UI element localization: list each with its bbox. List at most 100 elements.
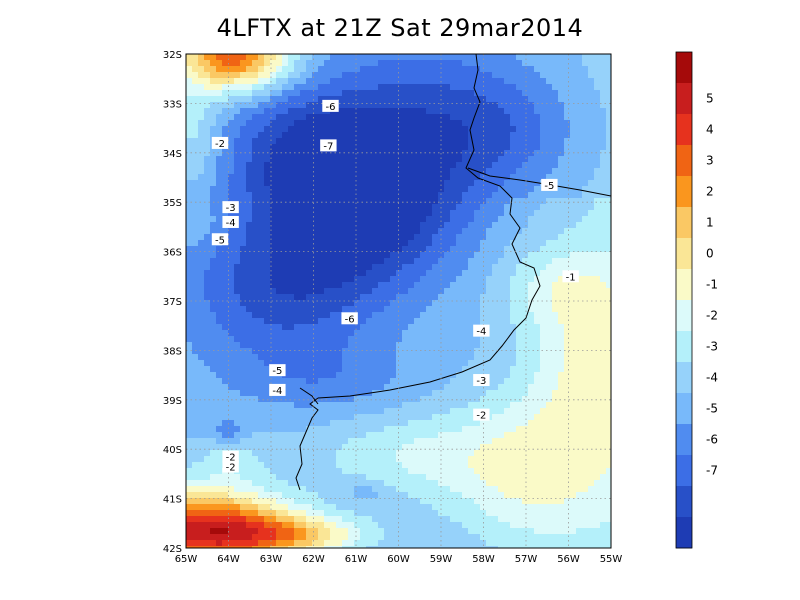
field-cell: [534, 426, 541, 433]
field-cell: [378, 408, 385, 415]
field-cell: [240, 414, 247, 421]
field-cell: [252, 162, 259, 169]
field-cell: [288, 240, 295, 247]
field-cell: [402, 306, 409, 313]
field-cell: [222, 336, 229, 343]
field-cell: [372, 258, 379, 265]
field-cell: [372, 84, 379, 91]
field-cell: [408, 168, 415, 175]
field-cell: [276, 168, 283, 175]
field-cell: [432, 240, 439, 247]
field-cell: [378, 126, 385, 133]
field-cell: [198, 72, 205, 79]
field-cell: [462, 192, 469, 199]
field-cell: [318, 84, 325, 91]
field-cell: [330, 300, 337, 307]
field-cell: [240, 432, 247, 439]
field-cell: [534, 468, 541, 475]
field-cell: [474, 84, 481, 91]
field-cell: [552, 468, 559, 475]
field-cell: [366, 204, 373, 211]
field-cell: [462, 246, 469, 253]
field-cell: [534, 144, 541, 151]
field-cell: [360, 132, 367, 139]
field-cell: [252, 414, 259, 421]
field-cell: [276, 432, 283, 439]
field-cell: [276, 186, 283, 193]
field-cell: [312, 438, 319, 445]
field-cell: [294, 216, 301, 223]
field-cell: [528, 180, 535, 187]
field-cell: [534, 240, 541, 247]
field-cell: [210, 174, 217, 181]
field-cell: [384, 78, 391, 85]
field-cell: [342, 198, 349, 205]
field-cell: [600, 192, 607, 199]
field-cell: [582, 300, 589, 307]
field-cell: [360, 210, 367, 217]
field-cell: [288, 282, 295, 289]
field-cell: [396, 126, 403, 133]
field-cell: [468, 144, 475, 151]
field-cell: [300, 318, 307, 325]
field-cell: [300, 216, 307, 223]
field-cell: [186, 258, 193, 265]
field-cell: [480, 126, 487, 133]
field-cell: [336, 252, 343, 259]
field-cell: [312, 372, 319, 379]
field-cell: [246, 180, 253, 187]
field-cell: [276, 414, 283, 421]
field-cell: [408, 414, 415, 421]
field-cell: [594, 270, 601, 277]
field-cell: [228, 180, 235, 187]
field-cell: [234, 138, 241, 145]
field-cell: [240, 390, 247, 397]
field-cell: [444, 378, 451, 385]
field-cell: [402, 132, 409, 139]
field-cell: [396, 90, 403, 97]
field-cell: [282, 174, 289, 181]
field-cell: [240, 162, 247, 169]
field-cell: [318, 180, 325, 187]
field-cell: [516, 420, 523, 427]
field-cell: [540, 432, 547, 439]
field-cell: [258, 336, 265, 343]
field-cell: [222, 438, 229, 445]
field-cell: [564, 228, 571, 235]
field-cell: [402, 156, 409, 163]
field-cell: [258, 114, 265, 121]
field-cell: [312, 204, 319, 211]
field-cell: [276, 144, 283, 151]
field-cell: [606, 330, 611, 337]
field-cell: [564, 414, 571, 421]
field-cell: [594, 228, 601, 235]
field-cell: [372, 72, 379, 79]
field-cell: [210, 72, 217, 79]
field-cell: [276, 294, 283, 301]
field-cell: [552, 192, 559, 199]
field-cell: [384, 90, 391, 97]
field-cell: [600, 132, 607, 139]
field-cell: [342, 414, 349, 421]
field-cell: [288, 114, 295, 121]
field-cell: [360, 282, 367, 289]
field-cell: [318, 474, 325, 481]
field-cell: [204, 186, 211, 193]
field-cell: [330, 174, 337, 181]
field-cell: [390, 378, 397, 385]
field-cell: [384, 270, 391, 277]
field-cell: [246, 300, 253, 307]
field-cell: [534, 312, 541, 319]
field-cell: [192, 336, 199, 343]
field-cell: [228, 192, 235, 199]
field-cell: [420, 120, 427, 127]
field-cell: [582, 120, 589, 127]
field-cell: [306, 222, 313, 229]
field-cell: [306, 138, 313, 145]
field-cell: [486, 312, 493, 319]
field-cell: [540, 240, 547, 247]
field-cell: [492, 102, 499, 109]
field-cell: [414, 462, 421, 469]
field-cell: [510, 162, 517, 169]
field-cell: [264, 144, 271, 151]
